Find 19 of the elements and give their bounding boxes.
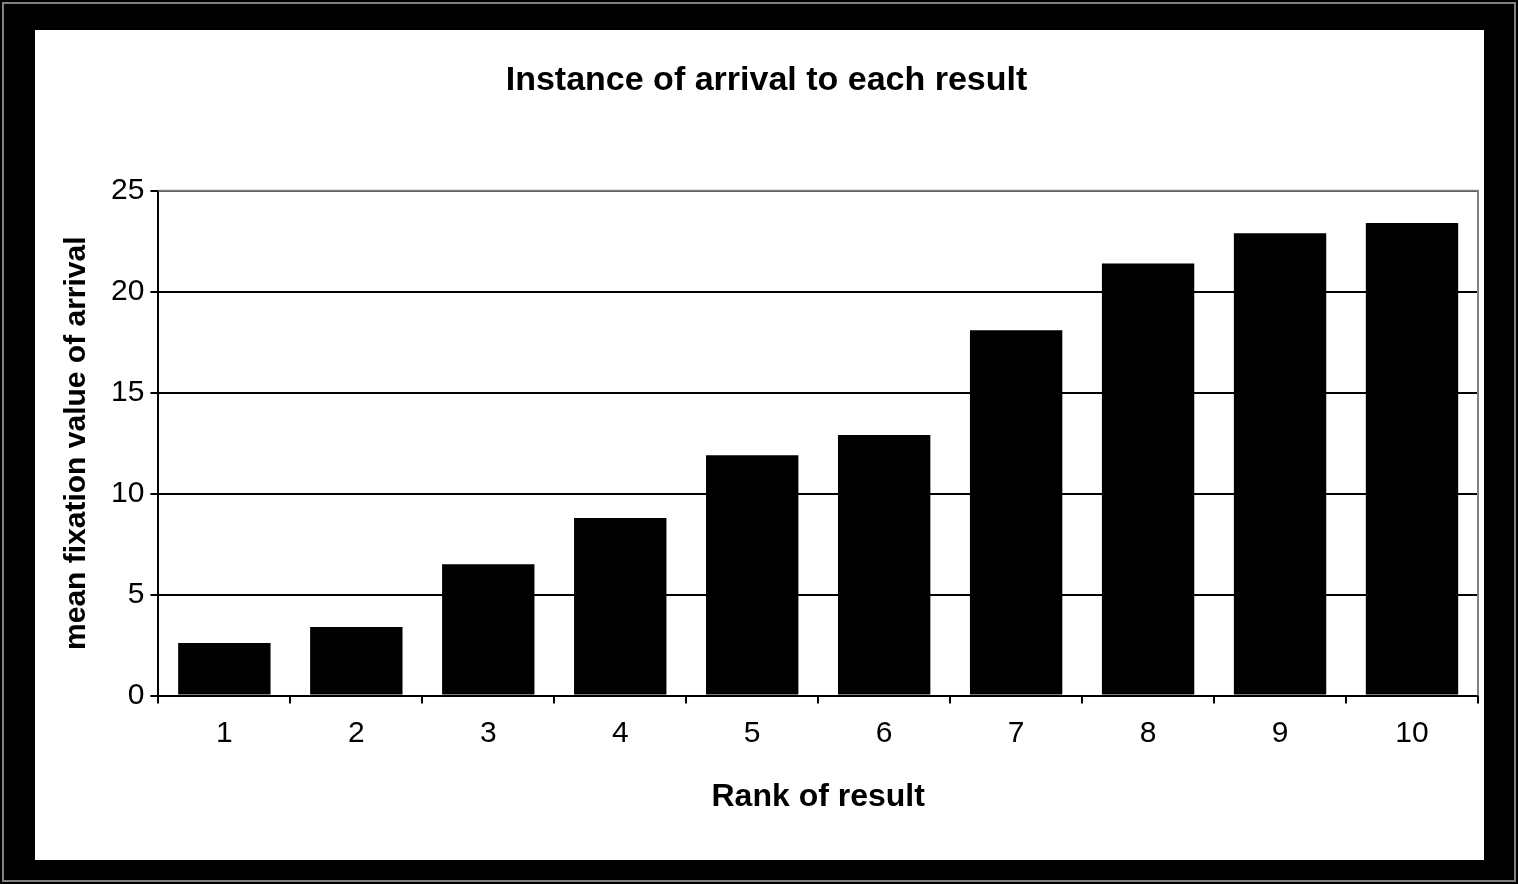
y-tick-label: 25 (110, 172, 145, 206)
y-tick-label: 10 (110, 474, 145, 508)
x-tick-label: 7 (1007, 714, 1025, 748)
y-axis-title: mean fixation value of arrival (58, 236, 92, 650)
x-tick-label: 6 (875, 714, 893, 748)
x-axis-title: Rank of result (711, 776, 926, 813)
y-tick-label: 20 (110, 273, 145, 307)
x-tick-label: 2 (347, 714, 365, 748)
x-tick-label: 8 (1139, 714, 1157, 748)
x-tick-label: 5 (743, 714, 761, 748)
y-tick-label: 15 (110, 373, 145, 407)
chart-title: Instance of arrival to each result (505, 58, 1028, 97)
x-tick-label: 1 (216, 714, 233, 748)
y-tick-label: 0 (127, 676, 145, 710)
x-tick-label: 10 (1395, 714, 1429, 748)
x-tick-label: 4 (611, 714, 629, 748)
y-tick-label: 5 (127, 575, 145, 609)
x-tick-label: 9 (1271, 714, 1289, 748)
x-tick-label: 3 (479, 714, 497, 748)
